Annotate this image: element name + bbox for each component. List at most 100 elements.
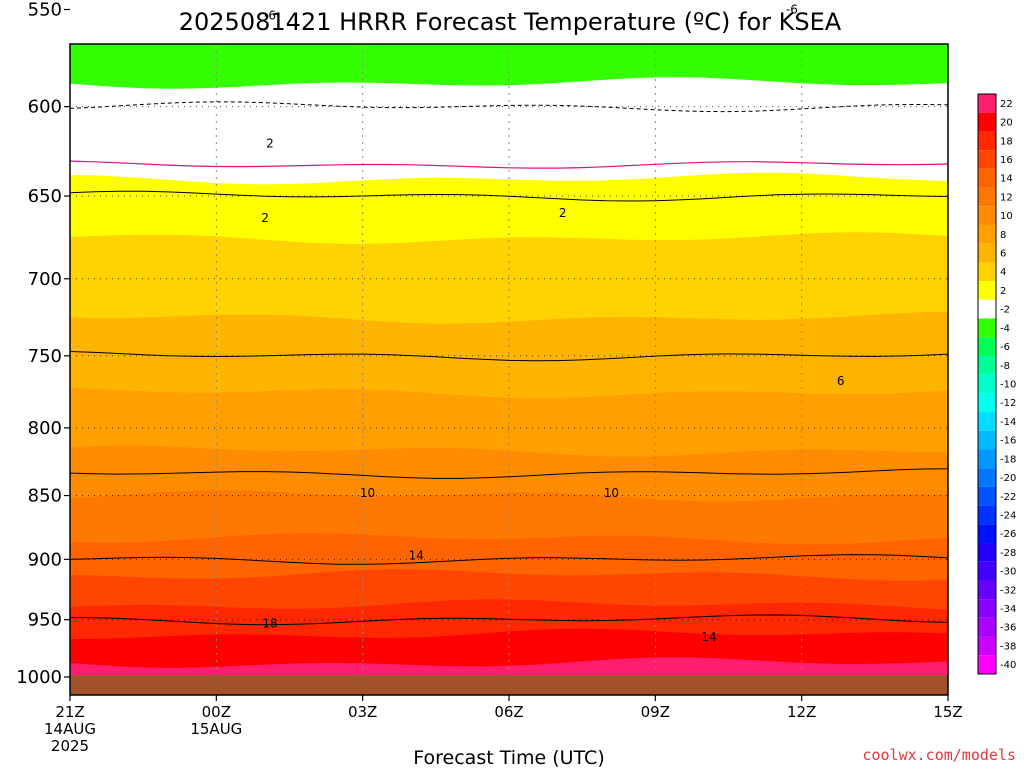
isotherm-0 xyxy=(70,160,948,169)
colorbar-label: -24 xyxy=(1000,510,1016,521)
isotherm-label-text: 2 xyxy=(266,136,274,150)
x-tick-label: 03Z xyxy=(348,703,377,721)
isotherm-label: 6 xyxy=(837,374,845,388)
y-tick-label: 900 xyxy=(28,549,62,570)
colorbar-label: -4 xyxy=(1000,323,1010,334)
colorbar-swatch xyxy=(978,393,996,413)
colorbar-swatch xyxy=(978,243,996,263)
colorbar-swatch xyxy=(978,468,996,487)
colorbar-swatch xyxy=(978,412,996,431)
x-tick-label: 14AUG xyxy=(44,720,96,738)
y-tick-label: 850 xyxy=(28,486,62,507)
isotherm-18 xyxy=(70,614,948,626)
colorbar-swatch xyxy=(978,449,996,469)
colorbar-label: 10 xyxy=(1000,211,1013,222)
colorbar-frame xyxy=(977,93,997,675)
colorbar: 22 20 18 16 14 12 10 8 6 4 2 -2 -4 -6 -8 -10 -12 -14 -16 -1… xyxy=(977,93,1016,675)
colorbar-swatch xyxy=(978,430,996,450)
isotherm-lines xyxy=(70,101,948,626)
colorbar-swatch xyxy=(978,543,996,562)
isotherm-label: 2 xyxy=(261,211,269,225)
x-tick-label: 21Z xyxy=(55,703,84,721)
y-axis: 2503003504004505005506006507007508008509… xyxy=(16,0,70,688)
colorbar-label: -26 xyxy=(1000,529,1016,540)
isotherm-6 xyxy=(70,351,948,362)
y-tick-label: 950 xyxy=(28,610,62,631)
colorbar-swatch xyxy=(978,355,996,375)
colorbar-swatch xyxy=(978,580,996,600)
colorbar-swatch xyxy=(978,224,996,244)
isotherm-label-text: 14 xyxy=(409,549,424,563)
credit-link[interactable]: coolwx.com/models xyxy=(862,746,1016,764)
colorbar-label: 18 xyxy=(1000,136,1013,147)
y-tick-label: 800 xyxy=(28,418,62,439)
isotherm-label-text: -6 xyxy=(786,3,798,17)
colorbar-label: -20 xyxy=(1000,473,1016,484)
colorbar-swatch xyxy=(978,374,996,394)
colorbar-label: -16 xyxy=(1000,436,1016,447)
colorbar-label: -18 xyxy=(1000,454,1016,465)
colorbar-label: -12 xyxy=(1000,398,1016,409)
colorbar-label: -8 xyxy=(1000,361,1010,372)
colorbar-label: 16 xyxy=(1000,155,1013,166)
colorbar-swatch xyxy=(978,112,996,132)
colorbar-swatch xyxy=(978,524,996,544)
colorbar-swatch xyxy=(978,636,996,656)
colorbar-swatch xyxy=(978,617,996,637)
colorbar-swatch xyxy=(978,281,996,300)
isotherm-label: 10 xyxy=(604,486,619,500)
colorbar-label: 20 xyxy=(1000,118,1013,129)
colorbar-label: -10 xyxy=(1000,380,1016,391)
colorbar-label: -34 xyxy=(1000,604,1016,615)
colorbar-swatch xyxy=(978,599,996,618)
isotherm-label-text: 6 xyxy=(837,374,845,388)
isotherm-label: 10 xyxy=(360,486,375,500)
y-tick-label: 700 xyxy=(28,269,62,290)
colorbar-swatch xyxy=(978,505,996,525)
x-axis-label: Forecast Time (UTC) xyxy=(413,747,604,768)
isotherm-label-text: 18 xyxy=(262,616,277,630)
colorbar-swatch xyxy=(978,94,996,113)
colorbar-label: 14 xyxy=(1000,174,1013,185)
isotherm-label: 2 xyxy=(559,206,567,220)
isotherm-14 xyxy=(70,554,948,565)
colorbar-label: 4 xyxy=(1000,267,1006,278)
isotherm-label: 14 xyxy=(701,630,716,644)
x-tick-label: 12Z xyxy=(787,703,816,721)
colorbar-label: 12 xyxy=(1000,192,1013,203)
colorbar-swatch xyxy=(978,318,996,338)
y-tick-label: 600 xyxy=(28,97,62,118)
isotherm-label-text: 2 xyxy=(261,211,269,225)
isotherm-label: -6 xyxy=(264,9,276,23)
isotherm-label: -6 xyxy=(786,3,798,17)
colorbar-label: -30 xyxy=(1000,567,1016,578)
colorbar-swatch xyxy=(978,168,996,188)
x-tick-label: 09Z xyxy=(641,703,670,721)
isotherm-label-text: 10 xyxy=(604,486,619,500)
isotherm-label-text: 10 xyxy=(360,486,375,500)
y-tick-label: 550 xyxy=(28,0,62,21)
colorbar-label: -28 xyxy=(1000,548,1016,559)
y-tick-label: 650 xyxy=(28,186,62,207)
colorbar-swatch xyxy=(978,206,996,225)
temperature-bands xyxy=(70,44,948,695)
x-tick-label: 06Z xyxy=(494,703,523,721)
colorbar-label: -36 xyxy=(1000,623,1016,634)
isotherm-label: 14 xyxy=(409,549,424,563)
colorbar-swatch xyxy=(978,150,996,169)
isotherm-labels: -54-46-42-42-38-34-34-30-30-26-26-22-22-… xyxy=(261,3,845,645)
colorbar-swatch xyxy=(978,486,996,506)
colorbar-swatch xyxy=(978,131,996,151)
colorbar-swatch xyxy=(978,655,996,674)
colorbar-label: -6 xyxy=(1000,342,1010,353)
chart-title: 2025081421 HRRR Forecast Temperature (ºC… xyxy=(179,8,842,36)
isotherm-2 xyxy=(70,190,948,202)
colorbar-label: -32 xyxy=(1000,585,1016,596)
colorbar-label: -14 xyxy=(1000,417,1016,428)
isotherm-label: 2 xyxy=(266,136,274,150)
x-tick-label: 15AUG xyxy=(190,720,242,738)
x-tick-label: 2025 xyxy=(51,737,89,755)
y-tick-label: 1000 xyxy=(16,667,62,688)
